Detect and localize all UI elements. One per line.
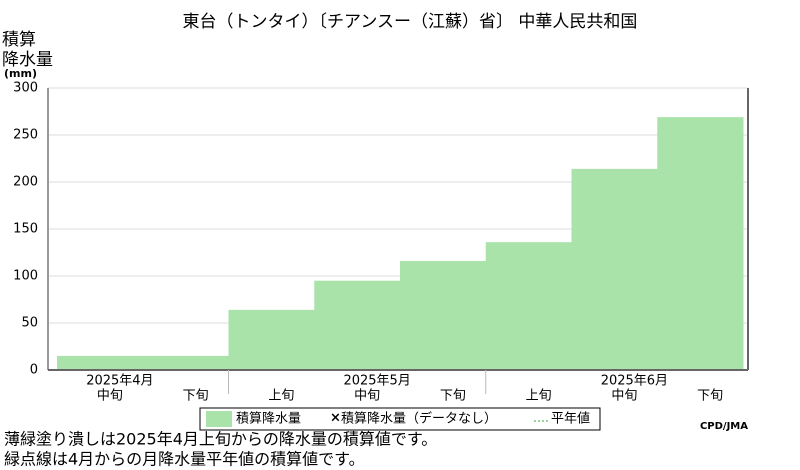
step-bar xyxy=(314,280,401,370)
x-tick-label: 中旬 xyxy=(354,389,380,404)
x-tick-label: 中旬 xyxy=(97,389,123,404)
x-tick-label: 上旬 xyxy=(526,389,552,404)
y-label: (mm) xyxy=(4,67,37,80)
y-label: 降水量 xyxy=(2,50,53,70)
step-bar xyxy=(571,168,658,370)
x-tick-label: 中旬 xyxy=(611,389,637,404)
x-tick-label: 下旬 xyxy=(697,389,723,404)
step-bar xyxy=(142,355,229,370)
step-bar xyxy=(57,355,144,370)
legend-label: 積算降水量 xyxy=(236,412,301,427)
step-bar xyxy=(228,309,315,370)
y-tick-label: 50 xyxy=(21,316,38,331)
credit: CPD/JMA xyxy=(700,421,748,432)
y-tick-label: 0 xyxy=(30,363,38,378)
chart-title: 東台（トンタイ）〔チアンスー（江蘇）省〕 中華人民共和国 xyxy=(183,12,638,32)
x-tick-label: 上旬 xyxy=(268,389,294,404)
y-tick-label: 300 xyxy=(13,81,38,96)
legend-label: 積算降水量（データなし） xyxy=(341,411,497,427)
month-label: 2025年5月 xyxy=(343,374,410,389)
note: 薄緑塗り潰しは2025年4月上旬からの降水量の積算値です。 xyxy=(4,430,437,449)
step-bar xyxy=(485,242,572,370)
legend-label: 平年値 xyxy=(551,411,590,427)
y-label: 積算 xyxy=(2,30,36,50)
y-tick-label: 250 xyxy=(13,128,38,143)
month-label: 2025年4月 xyxy=(86,374,153,389)
x-tick-label: 下旬 xyxy=(183,389,209,404)
legend-marker: × xyxy=(330,411,341,426)
legend-swatch xyxy=(206,411,232,427)
note: 緑点線は4月からの月降水量平年値の積算値です。 xyxy=(4,450,365,469)
y-tick-label: 150 xyxy=(13,222,38,237)
month-label: 2025年6月 xyxy=(601,374,668,389)
step-bar xyxy=(657,117,744,370)
x-tick-label: 下旬 xyxy=(440,389,466,404)
step-bar xyxy=(400,260,487,370)
y-tick-label: 200 xyxy=(13,175,38,190)
legend-box xyxy=(199,407,601,431)
y-tick-label: 100 xyxy=(13,269,38,284)
